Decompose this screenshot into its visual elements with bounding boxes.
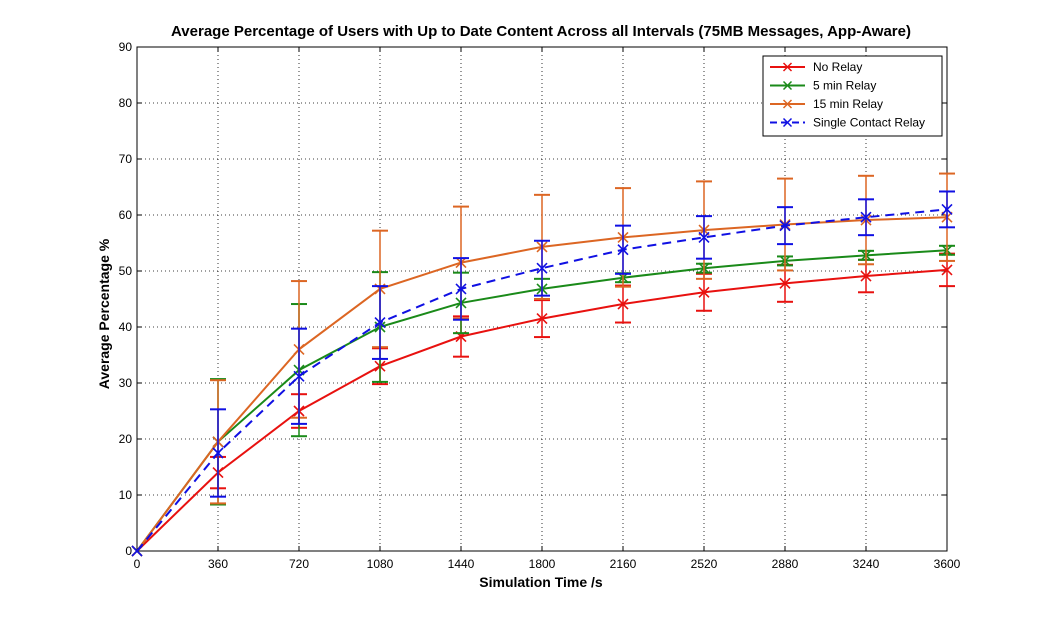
x-marker [374,316,386,329]
x-marker [617,244,629,256]
legend-marker [782,117,793,128]
x-marker [860,270,872,282]
y-tick-label: 60 [119,208,133,222]
axes: 0 360 720 1080 1440 1800 2160 2520 2880 3240 36000… [119,40,961,571]
x-marker [779,277,791,289]
y-tick-label: 80 [119,96,133,110]
x-marker [941,203,953,215]
data-point [779,220,791,232]
x-tick-label: 720 [289,557,309,571]
x-marker [212,447,224,459]
data-point [779,277,791,289]
data-point [455,283,467,295]
x-tick-label: 0 [134,557,141,571]
x-marker [941,264,953,276]
y-tick-label: 30 [119,376,133,390]
legend-item-no-relay: No Relay [770,60,862,74]
y-tick-label: 0 [125,544,132,558]
data-point [860,211,872,223]
chart-title: Average Percentage of Users with Up to D… [171,23,911,40]
y-axis-label: Average Percentage % [96,238,112,389]
x-tick-label: 1080 [367,557,394,571]
x-marker [698,231,710,243]
x-tick-label: 3240 [853,557,880,571]
data-point [131,545,143,557]
x-marker [131,545,143,557]
legend: No Relay 5 min Relay 15 min Relay Single Co… [762,55,943,137]
data-point [941,203,953,215]
x-tick-label: 360 [208,557,228,571]
data-point [212,447,224,459]
x-tick-label: 2880 [772,557,799,571]
y-tick-label: 10 [119,488,133,502]
y-tick-label: 90 [119,40,133,54]
y-tick-label: 40 [119,320,133,334]
x-tick-label: 3600 [934,557,961,571]
x-tick-label: 2520 [691,557,718,571]
x-marker [455,283,467,295]
legend-label: 15 min Relay [813,97,883,111]
x-marker [536,313,548,325]
legend-item-single-contact-relay: Single Contact Relay [770,116,925,130]
data-point [536,262,548,274]
legend-label: Single Contact Relay [813,116,925,130]
data-point [617,298,629,310]
data-point [941,264,953,276]
data-point [617,244,629,256]
x-marker [293,370,305,382]
data-point [860,270,872,282]
x-tick-label: 1440 [448,557,475,571]
legend-marker [782,99,793,109]
data-point [293,370,305,382]
y-tick-label: 20 [119,432,133,446]
x-tick-label: 2160 [610,557,637,571]
legend-marker [782,80,793,91]
x-marker [698,286,710,298]
data-point [698,286,710,298]
legend-item-5-min-relay: 5 min Relay [770,79,876,93]
x-tick-label: 1800 [529,557,556,571]
y-tick-label: 70 [119,152,133,166]
legend-item-15-min-relay: 15 min Relay [770,97,883,111]
x-axis-label: Simulation Time /s [479,574,603,590]
legend-label: 5 min Relay [813,79,876,93]
x-marker [536,262,548,274]
x-marker [860,211,872,223]
legend-marker [782,62,793,72]
x-marker [779,220,791,232]
y-tick-label: 50 [119,264,133,278]
data-point [374,316,386,329]
series-line [136,208,948,552]
series-layer [131,172,955,557]
data-point [698,231,710,243]
legend-label: No Relay [813,60,862,74]
series-single-contact-relay [131,190,955,557]
x-marker [617,298,629,310]
data-point [536,313,548,325]
